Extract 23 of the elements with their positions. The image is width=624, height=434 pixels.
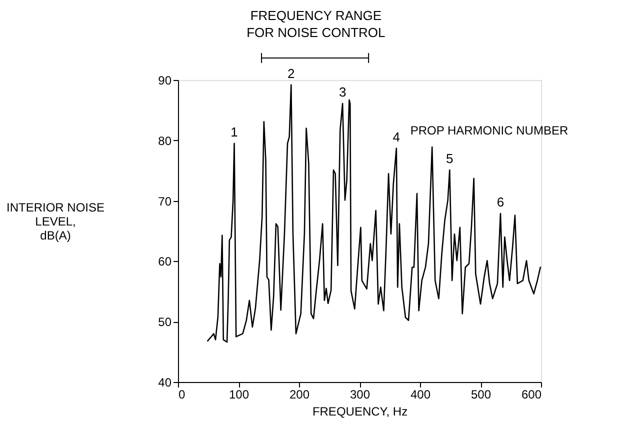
x-tick-label: 300	[350, 388, 370, 402]
y-tick-label: 70	[158, 194, 172, 208]
x-tick-label: 100	[228, 388, 250, 402]
x-tick-label: 500	[470, 388, 492, 402]
annotation: 5	[446, 150, 454, 166]
annotation: 1	[230, 124, 238, 140]
annotation: 6	[496, 194, 504, 210]
x-tick-label: 600	[521, 388, 542, 402]
y-tick-label: 50	[158, 315, 172, 330]
x-tick-label: 0	[178, 388, 186, 402]
annotation: 2	[288, 66, 295, 81]
y-axis-title: INTERIOR NOISE LEVEL, dB(A)	[6, 200, 105, 242]
y-tick-label: 80	[158, 134, 172, 148]
x-tick-label: 200	[289, 388, 310, 402]
x-axis-title: FREQUENCY, Hz	[312, 404, 408, 418]
text: FREQUENCY RANGE FOR NOISE CONTROL	[246, 8, 386, 40]
y-tick-label: 90	[158, 74, 172, 88]
annotation: 3	[338, 84, 346, 100]
annotation: PROP HARMONIC NUMBER	[410, 124, 568, 138]
y-tick-label: 60	[158, 254, 172, 269]
x-tick-label: 400	[410, 388, 431, 402]
y-tick-label: 40	[158, 376, 172, 390]
annotation: 4	[392, 129, 400, 144]
